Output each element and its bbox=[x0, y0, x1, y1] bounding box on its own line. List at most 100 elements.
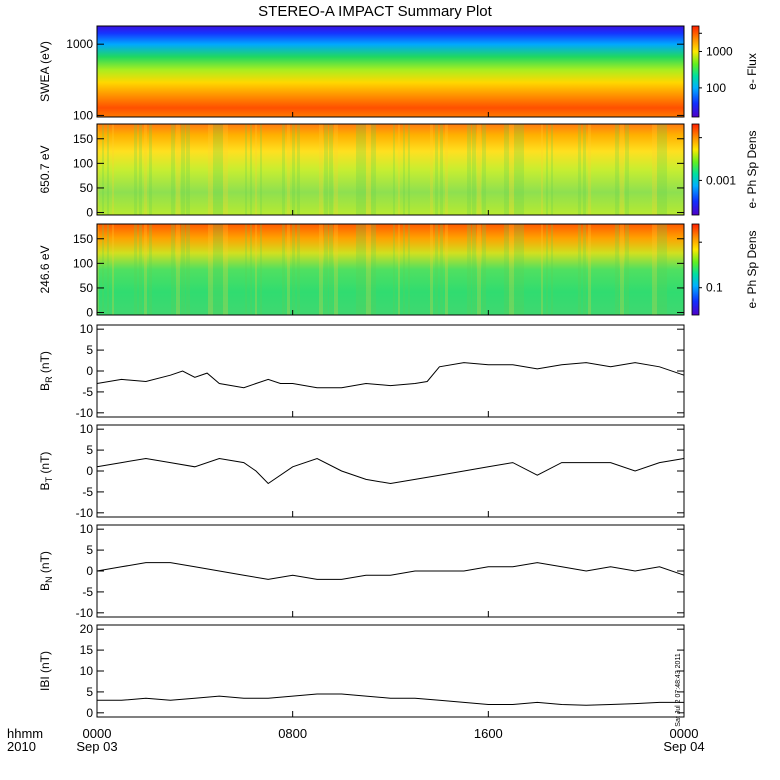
spectrogram-streak bbox=[297, 224, 300, 315]
series-line bbox=[96, 362, 685, 389]
panel-frame bbox=[96, 223, 685, 316]
spectrogram-streak bbox=[541, 124, 543, 215]
spectrogram-streak bbox=[245, 124, 247, 215]
series-line bbox=[97, 693, 684, 706]
spectrogram-streak bbox=[625, 124, 629, 215]
panel-frame bbox=[96, 424, 685, 518]
spectrogram-streak bbox=[361, 224, 366, 315]
panel-frame bbox=[96, 524, 685, 618]
y-label-unit: (nT) bbox=[38, 452, 52, 477]
spectrogram-streak bbox=[334, 224, 338, 315]
x-tick-date: Sep 04 bbox=[663, 739, 704, 754]
spectrogram-streak bbox=[467, 224, 471, 315]
spectrogram-streak bbox=[578, 224, 581, 315]
spectrogram-streak bbox=[208, 124, 213, 215]
spectrogram-streak bbox=[255, 124, 257, 215]
spectrogram-streak bbox=[403, 124, 405, 215]
spectrogram-streak bbox=[329, 224, 333, 315]
panel-frame bbox=[96, 624, 685, 718]
plot-title: STEREO-A IMPACT Summary Plot bbox=[258, 3, 492, 20]
spectrogram-streak bbox=[250, 124, 252, 215]
spectrogram-streak bbox=[398, 124, 400, 215]
spectrogram-streak bbox=[662, 224, 667, 315]
x-tick-label: 0000 bbox=[83, 726, 112, 741]
x-tick-label: 0800 bbox=[278, 726, 307, 741]
spectrogram-streak bbox=[149, 124, 152, 215]
spectrogram-streak bbox=[97, 124, 99, 215]
spectrogram-streak bbox=[334, 124, 338, 215]
y-axis-label: BT (nT) bbox=[38, 452, 54, 491]
colorbar-label: e- Ph Sp Dens bbox=[745, 130, 759, 208]
spectrogram-streak bbox=[625, 224, 629, 315]
spectrogram-streak bbox=[588, 124, 591, 215]
spectrogram-streak bbox=[519, 124, 524, 215]
spectrogram-streak bbox=[435, 124, 438, 215]
spectrogram-image bbox=[97, 26, 684, 117]
spectrogram-streak bbox=[482, 124, 486, 215]
spectrogram-streak bbox=[297, 124, 300, 215]
spectrogram-streak bbox=[245, 224, 247, 315]
y-tick-label: 15 bbox=[80, 643, 94, 657]
y-axis-label: 246.6 eV bbox=[38, 245, 52, 293]
spectrogram-streak bbox=[107, 224, 109, 315]
y-tick-label: 150 bbox=[73, 132, 93, 146]
spectrogram-streak bbox=[287, 124, 290, 215]
spectrogram-streak bbox=[652, 224, 657, 315]
panel-frame bbox=[96, 25, 685, 118]
y-tick-label: 5 bbox=[86, 543, 93, 557]
spectrogram-streak bbox=[408, 124, 410, 215]
series-line bbox=[96, 457, 685, 485]
y-label-symbol: B bbox=[38, 583, 52, 591]
spectrogram-streak bbox=[662, 124, 667, 215]
y-axis-label: BR (nT) bbox=[38, 351, 54, 391]
spectrogram-streak bbox=[445, 124, 448, 215]
spectrogram-streak bbox=[112, 124, 114, 215]
y-tick-label: 1000 bbox=[66, 37, 93, 51]
spectrogram-streak bbox=[514, 124, 519, 215]
y-tick-label: 50 bbox=[80, 281, 94, 295]
spectrogram-streak bbox=[393, 124, 395, 215]
spectrogram-streak bbox=[472, 124, 476, 215]
y-axis-label: SWEA (eV) bbox=[38, 41, 52, 102]
spectrogram-streak bbox=[223, 224, 228, 315]
spectrogram-streak bbox=[282, 124, 285, 215]
spectrogram-streak bbox=[112, 224, 114, 315]
spectrogram-streak bbox=[393, 224, 395, 315]
spectrogram-streak bbox=[319, 224, 323, 315]
colorbar-label: e- Ph Sp Dens bbox=[745, 230, 759, 308]
spectrogram-streak bbox=[223, 124, 228, 215]
time-row1-label: hhmm bbox=[7, 726, 43, 741]
time-row2-label: 2010 bbox=[7, 739, 36, 754]
spectrogram-streak bbox=[519, 224, 524, 315]
spectrogram-streak bbox=[102, 224, 104, 315]
y-label-subscript: T bbox=[44, 476, 54, 482]
y-tick-label: 150 bbox=[73, 232, 93, 246]
spectrogram-image bbox=[97, 224, 684, 315]
spectrogram-streak bbox=[430, 224, 433, 315]
field-panel-3: -10 -5 0 5 10 BN (nT) bbox=[38, 522, 685, 620]
spectrogram-streak bbox=[181, 224, 185, 315]
spectrogram-streak bbox=[509, 124, 514, 215]
spectrogram-streak bbox=[445, 224, 448, 315]
spectrogram-streak bbox=[139, 224, 142, 315]
spectrogram-streak bbox=[97, 224, 99, 315]
spectrogram-streak bbox=[615, 124, 619, 215]
spectrogram-streak bbox=[356, 224, 361, 315]
spectrogram-streak bbox=[620, 124, 624, 215]
field-panel-4: 0 5 10 15 20 IBI (nT) bbox=[38, 622, 685, 720]
spectrogram-streak bbox=[208, 224, 213, 315]
y-label-subscript: N bbox=[44, 576, 54, 583]
spectrogram-streak bbox=[398, 224, 400, 315]
spectrogram-streak bbox=[181, 124, 185, 215]
y-label-subscript: R bbox=[44, 376, 54, 383]
y-tick-label: 100 bbox=[73, 108, 93, 122]
spectrogram-streak bbox=[477, 124, 481, 215]
y-tick-label: 0 bbox=[86, 306, 93, 320]
spectrogram-streak bbox=[107, 124, 109, 215]
spectrogram-streak bbox=[615, 224, 619, 315]
y-tick-label: 50 bbox=[80, 181, 94, 195]
y-label-unit: (nT) bbox=[38, 651, 52, 676]
spectrogram-streak bbox=[482, 224, 486, 315]
